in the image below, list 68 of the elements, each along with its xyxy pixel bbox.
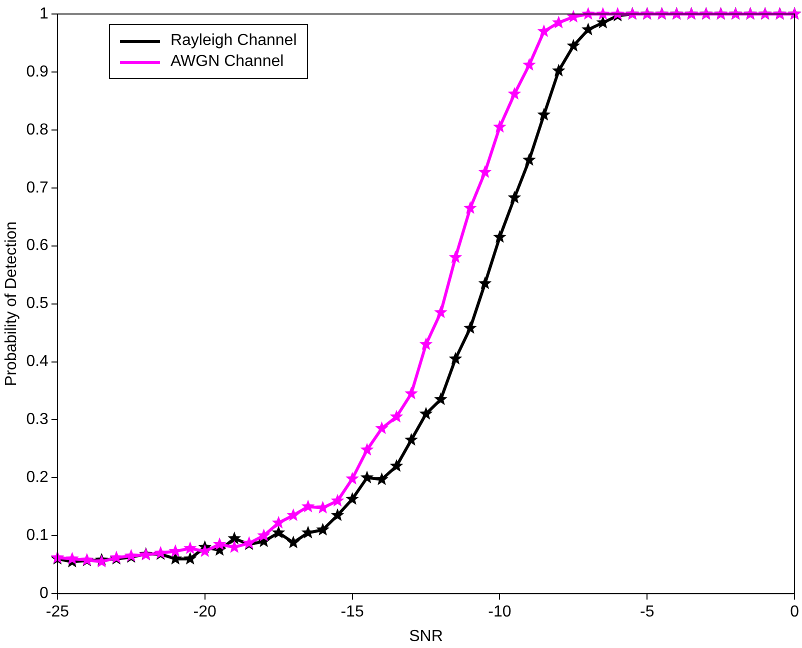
point: [478, 276, 492, 290]
y-tick-label: 0.5: [26, 295, 49, 312]
point: [493, 120, 506, 133]
point: [346, 472, 359, 485]
point: [537, 108, 551, 121]
point: [434, 392, 448, 406]
point: [390, 410, 404, 422]
point: [360, 470, 374, 484]
point: [286, 536, 300, 548]
point: [508, 190, 522, 204]
point: [257, 528, 270, 542]
y-tick-label: 0.6: [26, 237, 49, 254]
point: [448, 250, 462, 264]
point: [419, 406, 433, 420]
point: [330, 494, 344, 507]
point: [228, 532, 242, 544]
point: [346, 492, 359, 505]
point: [508, 86, 522, 100]
point: [66, 552, 79, 564]
point: [360, 442, 374, 456]
x-tick-label: 0: [790, 604, 800, 621]
y-tick-label: 0.9: [26, 63, 49, 80]
point: [272, 516, 286, 529]
point: [552, 64, 566, 76]
point: [522, 153, 536, 166]
point: [582, 22, 595, 36]
point: [330, 508, 344, 522]
x-tick-label: -25: [46, 604, 70, 621]
point: [212, 537, 226, 550]
point: [183, 541, 197, 554]
point: [464, 201, 477, 214]
y-tick-label: 0: [40, 585, 49, 602]
point: [404, 433, 418, 446]
point: [464, 321, 477, 334]
y-tick-label: 0.7: [26, 179, 49, 196]
point: [316, 500, 330, 514]
legend-label: Rayleigh Channel: [170, 32, 297, 50]
y-axis-title: Probability of Detection: [3, 222, 20, 386]
point: [286, 508, 300, 522]
point: [522, 58, 536, 71]
point: [566, 38, 580, 52]
point: [478, 165, 492, 178]
point: [434, 305, 448, 318]
x-tick-label: -5: [640, 604, 654, 621]
point: [272, 526, 286, 538]
x-tick-label: -10: [488, 604, 512, 621]
point: [537, 24, 551, 38]
point: [375, 472, 388, 486]
point: [183, 552, 197, 564]
x-tick-label: -20: [193, 604, 217, 621]
y-tick-label: 1: [40, 5, 49, 22]
point: [390, 459, 404, 472]
y-tick-label: 0.8: [26, 121, 49, 138]
x-tick-label: -15: [340, 604, 364, 621]
y-tick-label: 0.4: [26, 353, 49, 370]
point: [316, 522, 330, 536]
y-tick-label: 0.3: [26, 411, 49, 428]
point: [375, 421, 388, 434]
point: [404, 386, 418, 400]
point: [419, 337, 433, 350]
point: [301, 500, 315, 512]
point: [493, 230, 506, 243]
point: [448, 352, 462, 365]
legend-label: AWGN Channel: [170, 53, 284, 71]
point: [596, 16, 610, 28]
y-tick-label: 0.2: [26, 469, 49, 486]
x-axis-title: SNR: [409, 628, 443, 645]
y-tick-label: 0.1: [26, 527, 49, 544]
